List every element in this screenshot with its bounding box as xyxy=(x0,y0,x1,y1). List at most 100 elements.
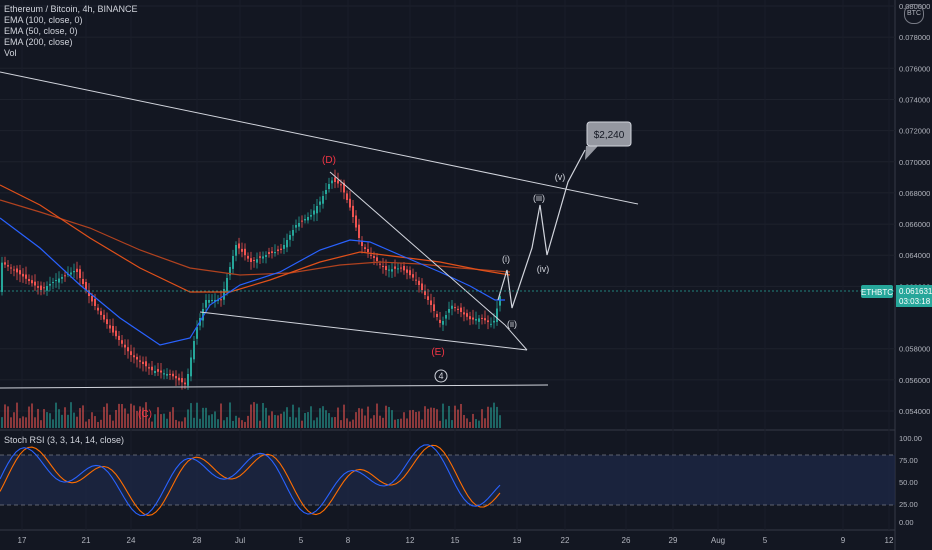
volume-bar xyxy=(265,407,267,428)
volume-bar xyxy=(229,402,231,428)
volume-bar xyxy=(283,411,285,428)
volume-bar xyxy=(343,404,345,428)
upper-trendline[interactable] xyxy=(0,71,639,205)
candle-body xyxy=(115,330,117,337)
volume-bar xyxy=(316,417,318,428)
wedge-upper-line[interactable] xyxy=(329,171,506,326)
candle-body xyxy=(364,247,366,249)
candle-body xyxy=(106,319,108,324)
wave-ii-label: (ii) xyxy=(507,319,517,329)
volume-bar xyxy=(382,417,384,428)
stoch-rsi-legend[interactable]: Stoch RSI (3, 3, 14, 14, close) xyxy=(4,435,125,445)
candle-body xyxy=(10,267,12,269)
candle-body xyxy=(424,290,426,295)
support-line[interactable] xyxy=(0,384,549,389)
candle-body xyxy=(166,374,168,376)
candle-body xyxy=(316,206,318,214)
volume-bar xyxy=(439,420,441,428)
indicator-ema100[interactable]: EMA (100, close, 0) xyxy=(4,15,83,25)
volume-bar xyxy=(298,407,300,428)
volume-bar xyxy=(10,417,12,428)
volume-bar xyxy=(211,414,213,428)
ema-100-line xyxy=(0,184,511,293)
candle-body xyxy=(145,361,147,367)
volume-bar xyxy=(214,411,216,428)
candle-body xyxy=(151,366,153,371)
volume-bar xyxy=(259,420,261,428)
candle-body xyxy=(7,265,9,267)
candle-body xyxy=(358,224,360,238)
volume-bar xyxy=(319,408,321,428)
candle-body xyxy=(286,240,288,248)
currency-logo: BTC xyxy=(904,4,924,24)
candle-body xyxy=(400,267,402,269)
candle-body xyxy=(142,361,144,364)
volume-bar xyxy=(409,410,411,428)
price-tick: 0.058000 xyxy=(899,345,930,354)
volume-bar xyxy=(325,410,327,428)
volume-bar xyxy=(484,418,486,428)
time-axis[interactable]: 17 21 24 28 Jul 5 8 12 15 19 22 26 29 Aug 5 9 12 xyxy=(18,0,894,545)
candle-body xyxy=(223,289,225,300)
candle-body xyxy=(169,373,171,375)
lower-wedge-line[interactable] xyxy=(199,311,528,351)
candlesticks[interactable] xyxy=(1,169,501,390)
candle-body xyxy=(436,313,438,317)
volume-bar xyxy=(241,420,243,428)
candle-body xyxy=(415,279,417,281)
indicator-ema50[interactable]: EMA (50, close, 0) xyxy=(4,26,78,36)
volume-bar xyxy=(79,408,81,428)
volume-bar xyxy=(154,414,156,428)
stoch-axis: 100.00 75.00 50.00 25.00 0.00 xyxy=(899,434,922,527)
candle-body xyxy=(253,260,255,262)
volume-bar xyxy=(217,419,219,428)
volume-bar xyxy=(40,420,42,428)
volume-bar xyxy=(1,417,3,428)
svg-text:ETHBTC: ETHBTC xyxy=(861,288,893,297)
candle-body xyxy=(31,280,33,284)
stoch-tick: 0.00 xyxy=(899,518,914,527)
candle-body xyxy=(136,356,138,360)
price-tick: 0.072000 xyxy=(899,127,930,136)
candle-body xyxy=(40,285,42,290)
projected-wave-path[interactable] xyxy=(497,149,586,309)
volume-bar xyxy=(82,405,84,428)
candle-body xyxy=(292,230,294,236)
candle-body xyxy=(13,269,15,271)
volume-bar xyxy=(34,417,36,428)
volume-bar xyxy=(496,406,498,428)
candle-body xyxy=(148,367,150,369)
price-axis[interactable]: 0.080000 0.078000 0.076000 0.074000 0.072000… xyxy=(0,2,930,416)
volume-bar xyxy=(451,420,453,428)
candle-body xyxy=(391,269,393,272)
volume-bar xyxy=(472,413,474,428)
time-tick: Aug xyxy=(711,536,725,545)
candle-body xyxy=(304,219,306,221)
candle-body xyxy=(190,357,192,377)
indicator-volume[interactable]: Vol xyxy=(4,48,17,58)
candle-body xyxy=(262,256,264,259)
candle-body xyxy=(76,268,78,272)
candle-body xyxy=(430,300,432,305)
wave-4-label: 4 xyxy=(438,371,443,381)
volume-bar xyxy=(97,421,99,428)
candle-body xyxy=(259,256,261,258)
wave-d-label: (D) xyxy=(322,155,336,166)
target-callout[interactable]: $2,240 xyxy=(585,121,632,160)
candle-body xyxy=(202,309,204,321)
candle-body xyxy=(280,248,282,250)
volume-bar xyxy=(25,417,27,428)
volume-bar xyxy=(88,419,90,428)
candle-body xyxy=(496,308,498,322)
volume-bar xyxy=(22,416,24,428)
volume-bar xyxy=(187,409,189,428)
volume-bar xyxy=(412,409,414,428)
chart-legend[interactable]: Ethereum / Bitcoin, 4h, BINANCE EMA (100… xyxy=(4,4,138,59)
stoch-tick: 50.00 xyxy=(899,478,918,487)
candle-body xyxy=(406,269,408,273)
candle-body xyxy=(478,318,480,322)
volume-bar xyxy=(376,403,378,428)
wave-e-label: (E) xyxy=(431,347,444,358)
indicator-ema200[interactable]: EMA (200, close) xyxy=(4,37,73,47)
